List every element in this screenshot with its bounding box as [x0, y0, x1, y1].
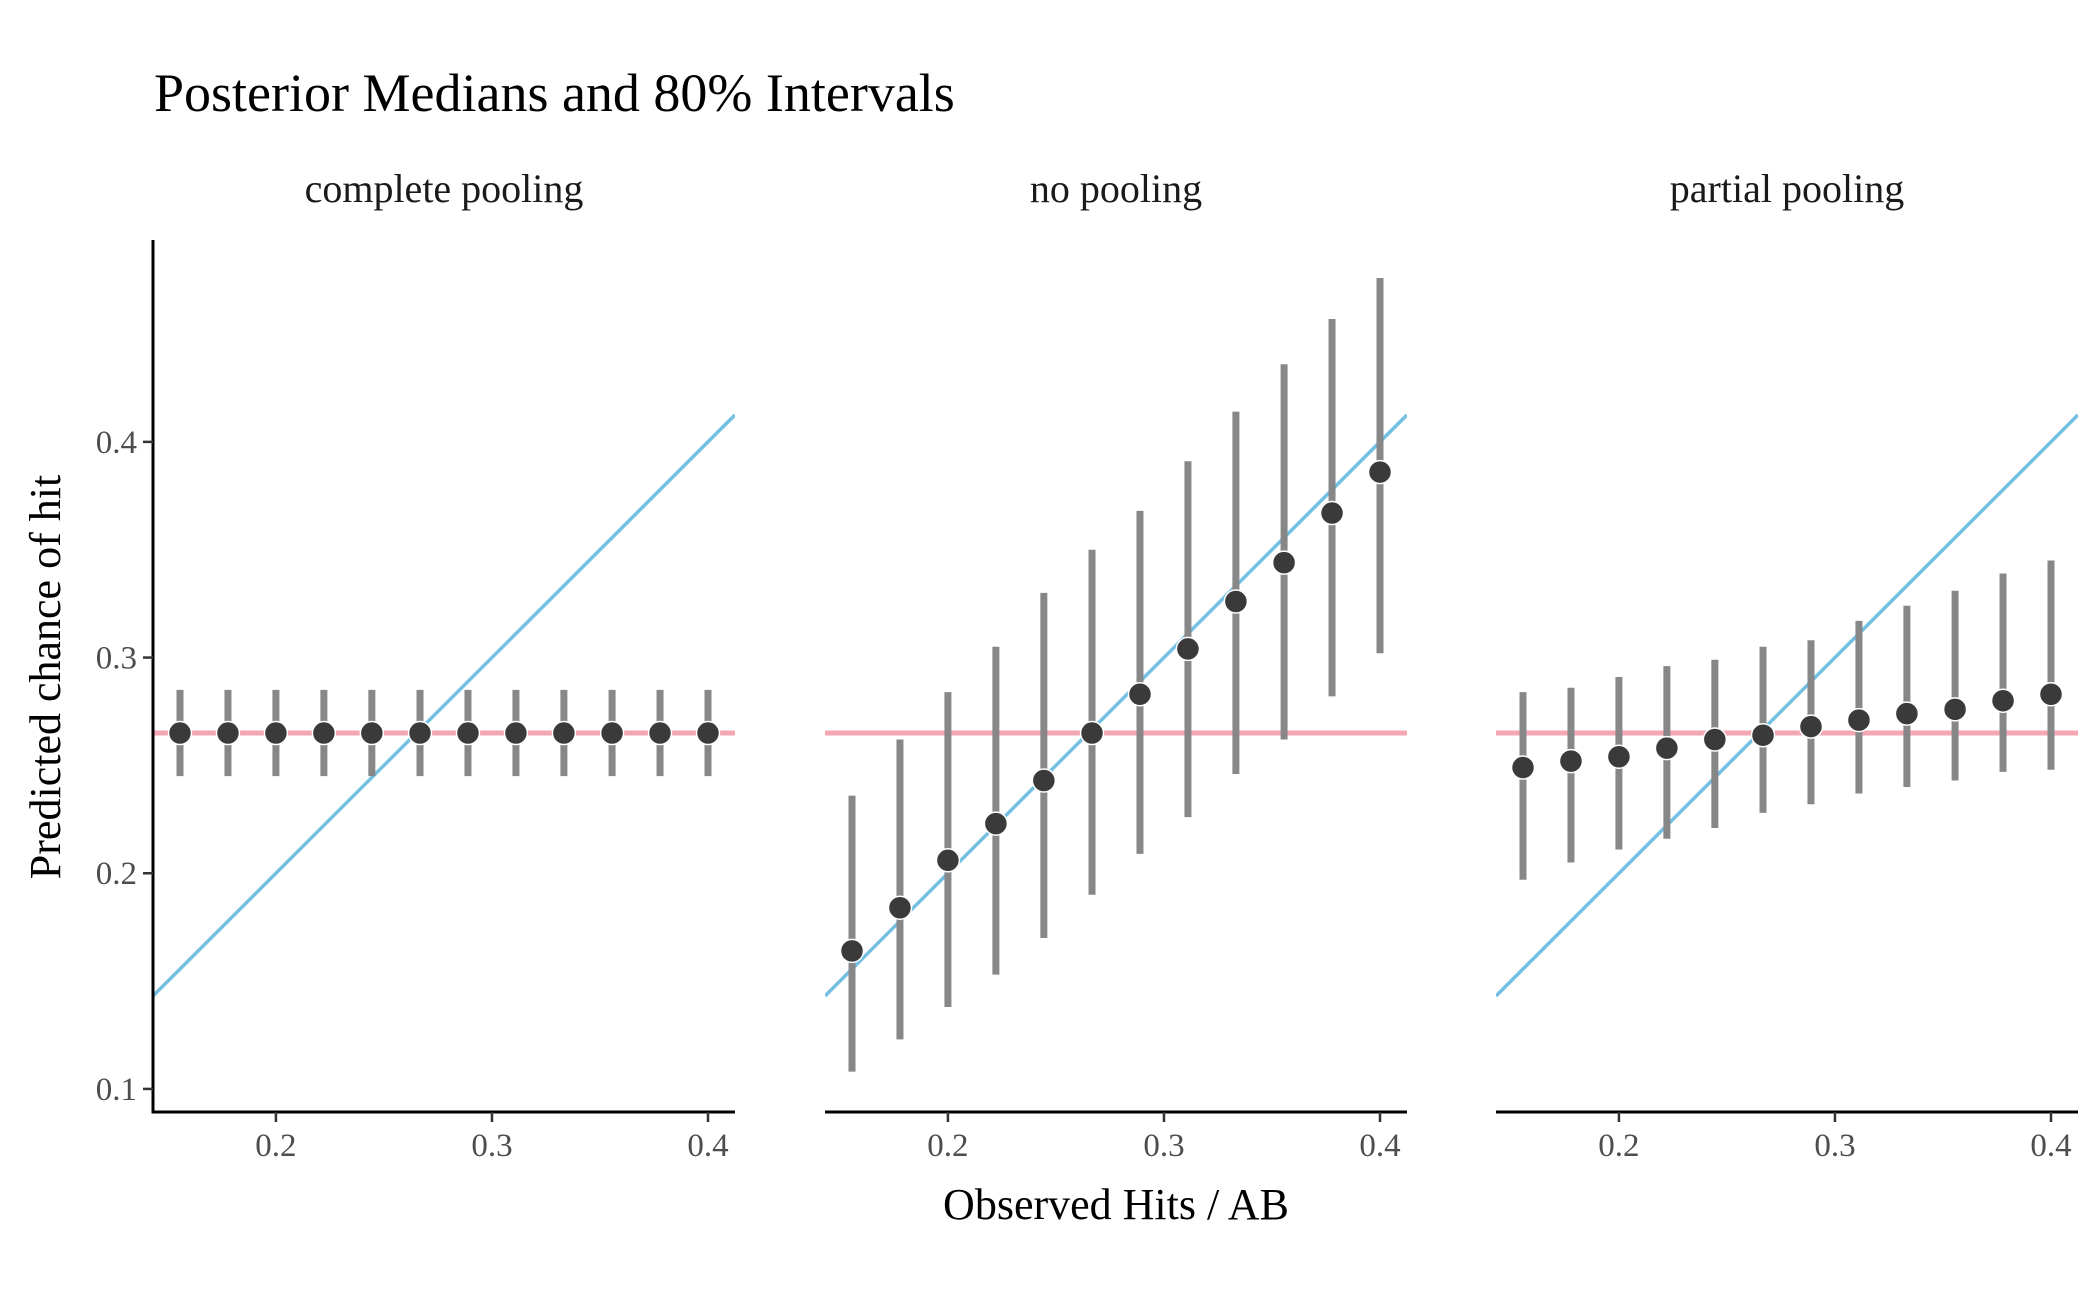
- y-axis: 0.1 0.2 0.3 0.4: [96, 240, 155, 1114]
- median-point: [1367, 459, 1393, 485]
- median-point: [263, 720, 289, 746]
- median-point: [359, 720, 385, 746]
- y-tick-label: 0.3: [96, 641, 137, 677]
- median-point: [1750, 722, 1776, 748]
- chart-title: Posterior Medians and 80% Intervals: [154, 63, 955, 123]
- median-point: [455, 720, 481, 746]
- strip-label-partial-pooling: partial pooling: [1670, 166, 1904, 211]
- x-tick-label: 0.4: [687, 1128, 728, 1164]
- median-point: [551, 720, 577, 746]
- median-point: [647, 720, 673, 746]
- median-point: [1510, 755, 1536, 780]
- median-point: [695, 720, 721, 746]
- y-axis-title: Predicted chance of hit: [21, 475, 70, 879]
- median-point: [839, 938, 865, 964]
- x-tick-label: 0.4: [2030, 1128, 2071, 1164]
- median-point: [215, 720, 241, 746]
- median-point: [167, 720, 193, 746]
- median-point: [1558, 748, 1584, 774]
- x-tick-label: 0.2: [1598, 1128, 1639, 1164]
- median-point: [1606, 744, 1632, 770]
- x-axis-title: Observed Hits / AB: [943, 1180, 1289, 1229]
- y-tick-label: 0.4: [96, 425, 137, 461]
- identity-line: [825, 413, 1407, 998]
- panel-partial-pooling: partial pooling 0.2 0.3 0.4: [1496, 166, 2078, 1164]
- median-point: [1271, 550, 1297, 575]
- identity-line: [1496, 413, 2078, 998]
- y-tick-label: 0.1: [96, 1072, 137, 1108]
- panel-complete-pooling: complete pooling 0.2 0.3 0.4: [153, 166, 735, 1164]
- median-point: [1031, 768, 1057, 793]
- median-point: [983, 811, 1009, 836]
- strip-label-complete-pooling: complete pooling: [305, 166, 584, 211]
- median-point: [1942, 697, 1968, 722]
- x-tick-label: 0.2: [255, 1128, 296, 1164]
- y-tick-label: 0.2: [96, 856, 137, 892]
- median-point: [1079, 720, 1105, 746]
- median-point: [503, 720, 529, 746]
- median-point: [1319, 500, 1345, 526]
- median-point: [1127, 681, 1153, 707]
- median-point: [887, 895, 913, 920]
- median-point: [1798, 714, 1824, 739]
- median-point: [1175, 636, 1201, 662]
- median-point: [311, 720, 337, 746]
- median-point: [1894, 701, 1920, 726]
- x-tick-label: 0.3: [1814, 1128, 1855, 1164]
- median-point: [1223, 589, 1249, 614]
- median-point: [1990, 688, 2016, 713]
- median-point: [1702, 727, 1728, 752]
- panel-no-pooling: no pooling 0.2 0.3 0.4: [825, 166, 1407, 1164]
- median-point: [935, 848, 961, 873]
- x-tick-label: 0.2: [927, 1128, 968, 1164]
- identity-line: [153, 413, 735, 998]
- median-point: [1654, 735, 1680, 761]
- median-point: [1846, 707, 1872, 733]
- median-point: [599, 720, 625, 746]
- median-point: [2038, 681, 2064, 707]
- x-tick-label: 0.4: [1359, 1128, 1400, 1164]
- strip-label-no-pooling: no pooling: [1030, 166, 1202, 211]
- x-tick-label: 0.3: [471, 1128, 512, 1164]
- x-tick-label: 0.3: [1143, 1128, 1184, 1164]
- median-point: [407, 720, 433, 746]
